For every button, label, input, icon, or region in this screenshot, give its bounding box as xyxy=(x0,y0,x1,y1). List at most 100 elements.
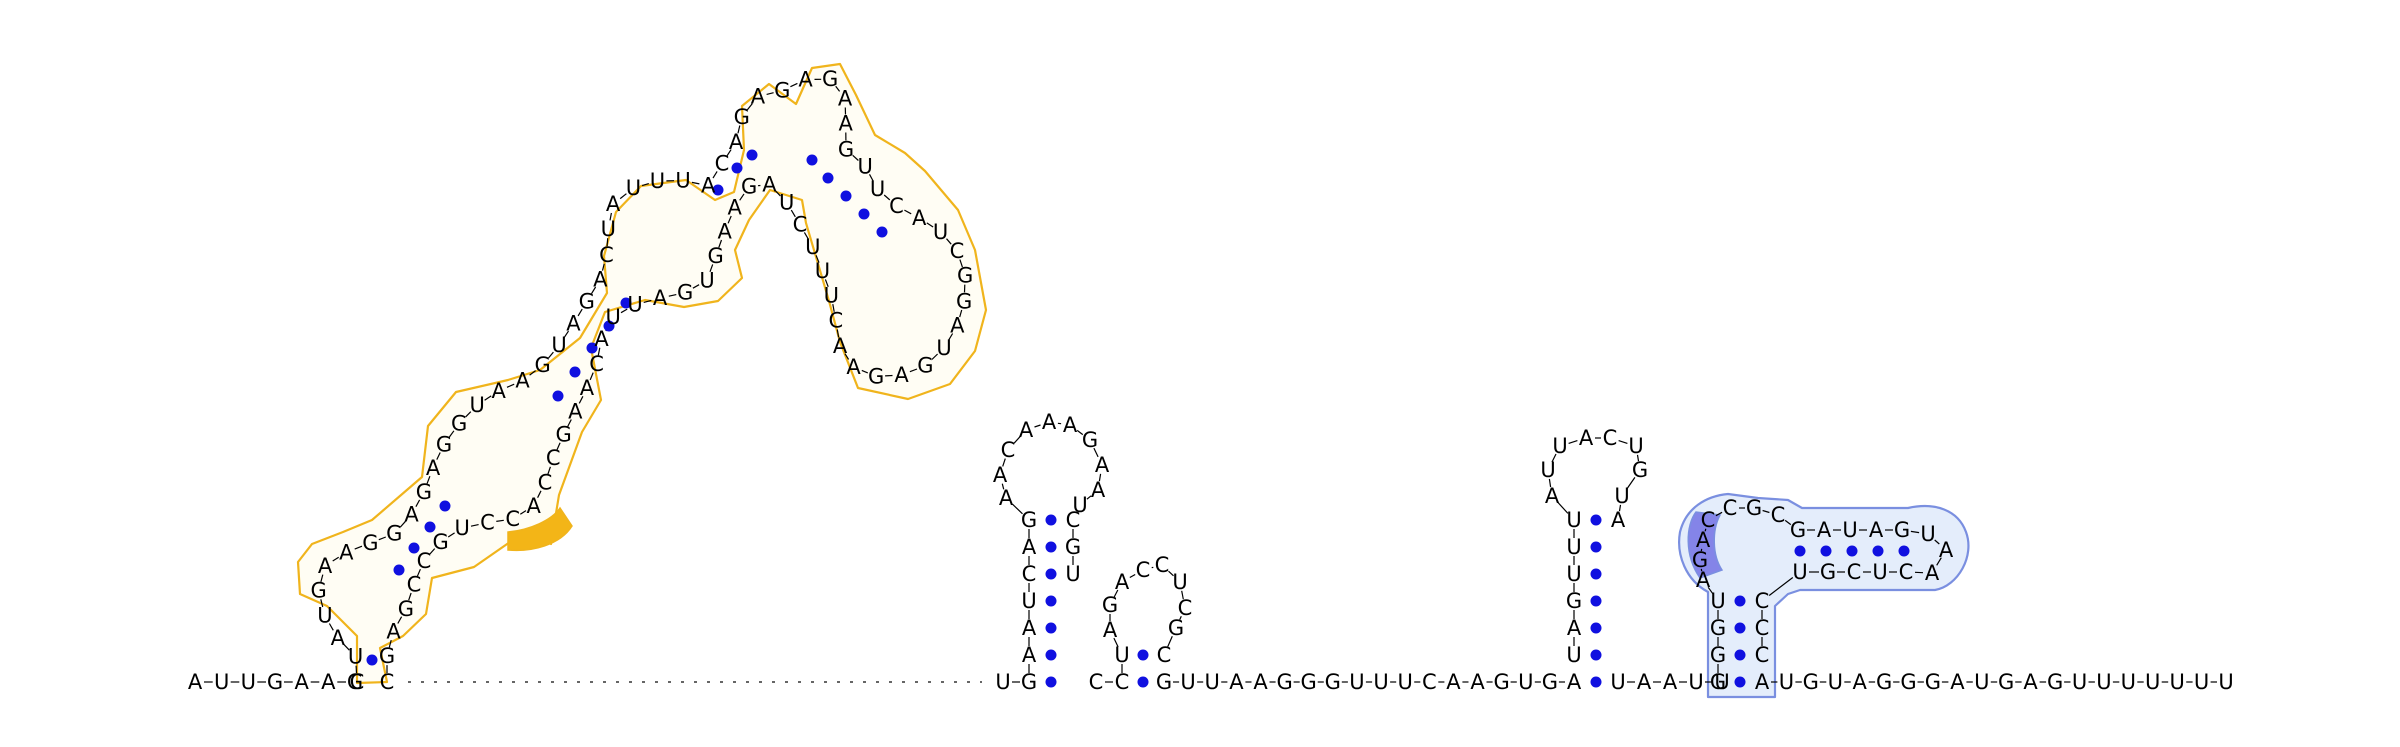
domain-2-base: C xyxy=(1723,496,1738,520)
domain-1-link xyxy=(824,279,829,288)
domain-1-pair-dot xyxy=(620,297,632,309)
hairpin-a-base: A xyxy=(1063,413,1078,437)
domain-1-base: C xyxy=(599,243,614,267)
hairpin-c-pair-dot xyxy=(1590,649,1602,661)
hairpin-a-link xyxy=(1086,495,1092,500)
domain-1-base: A xyxy=(594,327,609,351)
domain-1-base: A xyxy=(566,312,581,336)
domain-1-base: A xyxy=(833,334,848,358)
hairpin-c-pair-dot xyxy=(1590,622,1602,634)
tail-base: G xyxy=(1925,670,1941,694)
hairpin-a-base: U xyxy=(1065,562,1080,586)
domain-1-link xyxy=(426,475,431,484)
domain-1-link xyxy=(447,532,455,538)
domain-1-base: G xyxy=(310,579,326,603)
domain-1-base: A xyxy=(838,87,853,111)
domain-1-base: A xyxy=(751,85,766,109)
hairpin-c-pair-dot xyxy=(1590,514,1602,526)
tail-base: G xyxy=(1900,670,1916,694)
domain-1-base: C xyxy=(828,309,843,333)
hairpin-a-base: C xyxy=(1066,508,1081,532)
domain-1-link xyxy=(643,299,652,303)
domain-1-base: A xyxy=(950,314,965,338)
domain-2-base: C xyxy=(1755,643,1770,667)
domain-2-pair-dot xyxy=(1846,545,1858,557)
domain-1-base: A xyxy=(386,619,401,643)
hairpin-c-base: G xyxy=(1632,458,1648,482)
hairpin-a-base: A xyxy=(1091,478,1106,502)
domain-2-base: A xyxy=(1696,568,1711,592)
tail-base: A xyxy=(2023,670,2038,694)
linker-2-base: A xyxy=(1663,670,1678,694)
hairpin-c-base: U xyxy=(1540,458,1555,482)
domain-1-base: U xyxy=(779,190,794,214)
domain-1-link xyxy=(567,419,572,427)
domain-1-base: C xyxy=(417,549,432,573)
domain-2-link xyxy=(1768,577,1794,596)
linker-2-base: U xyxy=(1610,670,1625,694)
domain-1-link xyxy=(408,592,412,601)
domain-1-base: U xyxy=(626,176,641,200)
domain-1-base: C xyxy=(538,471,553,495)
domain-1-base: A xyxy=(894,363,909,387)
domain-1-link xyxy=(378,536,387,541)
domain-1-base: G xyxy=(398,597,414,621)
domain-2-accent xyxy=(1687,511,1724,579)
domain-1-base: G xyxy=(451,412,467,436)
domain-1-link xyxy=(835,85,841,92)
hairpin-a-base: C xyxy=(1022,562,1037,586)
linker-base: G xyxy=(1325,670,1341,694)
domain-1-pair-dot xyxy=(393,564,405,576)
domain-1-link xyxy=(904,209,912,215)
hairpin-a-link xyxy=(1075,511,1078,514)
domain-1-link xyxy=(590,286,597,295)
hairpin-a-pair-dot xyxy=(1045,568,1057,580)
domain-2-base: G xyxy=(1710,670,1726,694)
domain-1-link xyxy=(948,333,954,341)
hairpin-a-base: G xyxy=(1021,508,1037,532)
domain-2-link xyxy=(1704,528,1707,532)
domain-1-base: G xyxy=(677,281,693,305)
hairpin-a-base: A xyxy=(1095,453,1110,477)
domain-1-base: U xyxy=(627,293,642,317)
domain-1-link xyxy=(429,548,436,555)
hairpin-a-link xyxy=(1034,424,1041,428)
domain-2-base: A xyxy=(1939,538,1954,562)
domain-1-pair-dot xyxy=(424,521,436,533)
domain-2-base: C xyxy=(1847,560,1862,584)
hairpin-b-base: C xyxy=(1115,670,1130,694)
hairpin-a-base: A xyxy=(1042,410,1057,434)
domain-1-base: A xyxy=(846,355,861,379)
hairpin-c-link xyxy=(1626,477,1636,489)
linker-base: U xyxy=(1398,670,1413,694)
linker-base: A xyxy=(1470,670,1485,694)
hairpin-c-base: A xyxy=(1567,616,1582,640)
hairpin-b-base: C xyxy=(1157,643,1172,667)
hairpin-a-base: C xyxy=(1001,438,1016,462)
linker-2-base: U xyxy=(1714,670,1729,694)
domain-2-pair-dot xyxy=(1734,622,1746,634)
domain-2-pair-dot xyxy=(1734,649,1746,661)
domain-1-base: C xyxy=(546,446,561,470)
tail-base: G xyxy=(1803,670,1819,694)
domain-2-pair-dot xyxy=(1734,595,1746,607)
domain-1-link xyxy=(931,353,939,360)
leader-base: A xyxy=(321,670,336,694)
domain-1-link xyxy=(448,430,455,438)
hairpin-b-base: C xyxy=(1089,670,1104,694)
domain-1-base: G xyxy=(956,289,972,313)
hairpin-b-link xyxy=(1179,615,1182,621)
domain-1-base: A xyxy=(729,130,744,154)
domain-1-link xyxy=(465,411,472,418)
linker-base: A xyxy=(1253,670,1268,694)
domain-1-link xyxy=(470,524,479,527)
hairpin-c-link xyxy=(1618,440,1628,444)
hairpin-a-pair-dot xyxy=(1045,541,1057,553)
domain-1-link xyxy=(946,238,952,245)
hairpin-b-link xyxy=(1167,635,1173,648)
domain-1-base: C xyxy=(350,670,365,694)
domain-1-link xyxy=(790,209,796,218)
hairpin-a-base: A xyxy=(1022,643,1037,667)
domain-1-base: G xyxy=(708,244,724,268)
domain-1-link xyxy=(529,370,536,376)
